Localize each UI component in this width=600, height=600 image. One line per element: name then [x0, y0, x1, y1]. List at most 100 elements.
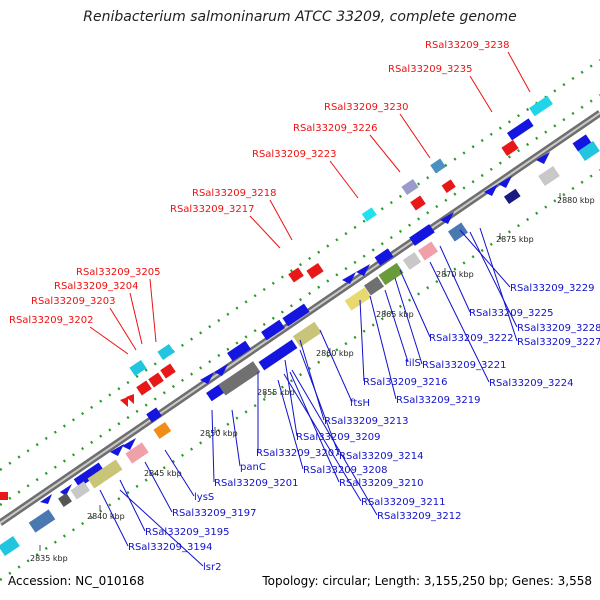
- gene-arrow: [342, 272, 356, 284]
- gene-box: [538, 165, 560, 187]
- gene-box: [364, 276, 384, 296]
- tick-label: 2835 kbp: [30, 554, 68, 563]
- gene-box: [227, 340, 251, 362]
- gene-label: RSal33209_3226: [293, 123, 377, 134]
- gene-label: RSal33209_3229: [510, 283, 594, 294]
- gene-label: RSal33209_3238: [425, 40, 509, 51]
- gene-box: [0, 535, 20, 557]
- gene-label: RSal33209_3219: [396, 395, 480, 406]
- gene-label: RSal33209_3213: [324, 416, 408, 427]
- gene-box: [501, 139, 519, 157]
- gene-label: RSal33209_3203: [31, 296, 115, 307]
- gene-box: [146, 407, 162, 423]
- gene-box: [218, 361, 261, 396]
- gene-label: RSal33209_3235: [388, 64, 472, 75]
- gene-label: RSal33209_3214: [339, 451, 423, 462]
- tick-marks: [39, 193, 561, 551]
- gene-arrow: [126, 394, 134, 404]
- gene-box: [441, 179, 456, 193]
- gene-label: RSal33209_3208: [303, 465, 387, 476]
- gene-box: [409, 224, 435, 246]
- gene-label: RSal33209_3205: [76, 267, 160, 278]
- gene-arrow: [120, 397, 128, 407]
- gene-label: RSal33209_3225: [469, 308, 553, 319]
- gene-box: [448, 222, 468, 242]
- gene-box: [261, 319, 285, 341]
- gene-box: [129, 359, 147, 377]
- genome-summary: Topology: circular; Length: 3,155,250 bp…: [262, 574, 592, 588]
- gene-box: [148, 372, 164, 388]
- tick-label: 2860 kbp: [316, 349, 354, 358]
- gene-box: [288, 267, 304, 283]
- gene-box: [374, 248, 394, 266]
- tick-label: 2850 kbp: [200, 429, 238, 438]
- gene-label: RSal33209_3227: [517, 337, 600, 348]
- gene-arrow: [498, 176, 512, 188]
- gene-box: [292, 321, 322, 348]
- gene-box: [430, 158, 446, 174]
- gene-label: RSal33209_3224: [489, 378, 573, 389]
- gene-arrow: [214, 364, 228, 376]
- gene-box: [157, 343, 175, 361]
- gene-box: [58, 493, 72, 507]
- gene-box: [410, 195, 426, 211]
- gene-box: [572, 134, 592, 152]
- gene-label: RSal33209_3197: [172, 508, 256, 519]
- gene-label: RSal33209_3202: [9, 315, 93, 326]
- gene-label: RSal33209_3222: [429, 333, 513, 344]
- gene-label: RSal33209_3217: [170, 204, 254, 215]
- gene-arrow: [356, 264, 370, 276]
- blue-labels: RSal33209_3229 RSal33209_3225 RSal33209_…: [128, 283, 600, 573]
- gene-label: RSal33209_3212: [377, 511, 461, 522]
- gene-box: [378, 262, 404, 286]
- gene-arrow: [122, 438, 136, 450]
- gene-box: [136, 380, 152, 396]
- gene-box: [87, 459, 123, 489]
- gene-box: [70, 481, 90, 500]
- gene-arrow: [110, 444, 124, 456]
- gene-label: RSal33209_3210: [339, 478, 423, 489]
- gene-box: [418, 241, 438, 261]
- gene-box: [73, 462, 105, 488]
- red-labels: RSal33209_3238 RSal33209_3235 RSal33209_…: [9, 40, 509, 326]
- gene-box: [401, 178, 419, 196]
- gene-arrow: [484, 184, 498, 196]
- gene-label: RSal33209_3230: [324, 102, 408, 113]
- tick-label: 2845 kbp: [144, 469, 182, 478]
- gene-label: lysS: [194, 492, 214, 503]
- map-title: Renibacterium salmoninarum ATCC 33209, c…: [83, 9, 517, 25]
- gene-box: [0, 492, 8, 500]
- gene-box: [578, 140, 600, 162]
- gene-arrow: [440, 212, 454, 224]
- gene-label: tilS: [405, 358, 421, 369]
- blue-leader-lines: [99, 227, 518, 567]
- tick-label: 2855 kbp: [257, 388, 295, 397]
- gene-box: [125, 442, 149, 464]
- gene-box: [529, 95, 553, 117]
- gene-label: panC: [240, 462, 266, 473]
- gene-label: RSal33209_3221: [422, 360, 506, 371]
- gene-box: [258, 339, 298, 371]
- gene-box: [306, 262, 324, 280]
- gene-box: [503, 188, 521, 205]
- tick-label: 2875 kbp: [496, 235, 534, 244]
- tick-label: 2840 kbp: [87, 512, 125, 521]
- gene-arrow: [200, 372, 214, 384]
- gene-label: RSal33209_3223: [252, 149, 336, 160]
- gene-box: [282, 303, 310, 327]
- gene-box: [506, 118, 534, 141]
- tick-labels: 2835 kbp 2840 kbp 2845 kbp 2850 kbp 2855…: [30, 196, 595, 563]
- gene-box: [402, 252, 422, 270]
- gene-arrow: [536, 152, 550, 164]
- tick-label: 2870 kbp: [436, 270, 474, 279]
- gene-box: [344, 287, 372, 311]
- gene-label: RSal33209_3201: [214, 478, 298, 489]
- accession-text: Accession: NC_010168: [8, 574, 145, 588]
- gene-label: RSal33209_3216: [363, 377, 447, 388]
- gene-arrow: [60, 484, 72, 496]
- gene-label: ftsH: [350, 398, 370, 409]
- red-leader-lines: [89, 51, 531, 355]
- gene-box: [361, 207, 377, 222]
- gene-label: RSal33209_3195: [145, 527, 229, 538]
